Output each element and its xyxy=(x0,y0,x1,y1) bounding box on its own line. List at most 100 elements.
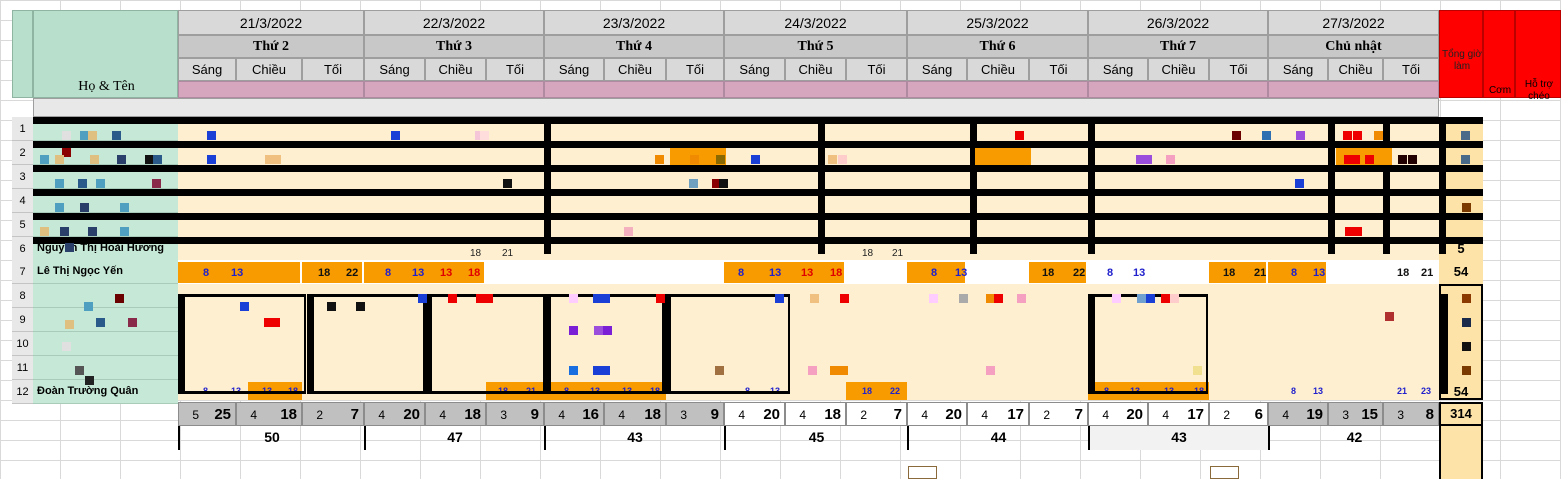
day-date-cell[interactable]: 23/3/2022 xyxy=(544,10,724,35)
row-number[interactable]: 5 xyxy=(12,213,33,237)
day-total-cell[interactable]: 43 xyxy=(1088,426,1268,450)
color-marker xyxy=(601,366,610,375)
row7-hour-value: 13 xyxy=(955,267,968,279)
employee-name-cell[interactable]: Đoàn Trường Quân xyxy=(33,380,178,404)
day-date-cell[interactable]: 26/3/2022 xyxy=(1088,10,1268,35)
shift-header-cell[interactable]: Tối xyxy=(302,58,364,81)
shift-header-cell[interactable]: Chiều xyxy=(1148,58,1209,81)
color-marker xyxy=(1161,294,1170,303)
row-number[interactable]: 3 xyxy=(12,165,33,189)
day-of-week-cell[interactable]: Thứ 2 xyxy=(178,35,364,58)
total-hours-header[interactable]: Tổng giờ làm xyxy=(1439,10,1483,98)
row-number[interactable]: 6 xyxy=(12,237,33,261)
shift-total-cell[interactable]: 3 15 xyxy=(1328,402,1383,426)
shift-header-cell[interactable]: Sáng xyxy=(364,58,425,81)
employee-name-cell[interactable] xyxy=(33,308,178,332)
shift-header-cell[interactable]: Sáng xyxy=(724,58,785,81)
shift-header-cell[interactable]: Tối xyxy=(846,58,907,81)
row-number[interactable]: 9 xyxy=(12,308,33,332)
shift-total-cell[interactable]: 4 19 xyxy=(1268,402,1328,426)
day-of-week-cell[interactable]: Thứ 6 xyxy=(907,35,1088,58)
shift-header-cell[interactable]: Tối xyxy=(486,58,544,81)
shift-header-cell[interactable]: Sáng xyxy=(1268,58,1328,81)
day-total-cell[interactable]: 47 xyxy=(364,426,544,450)
shift-header-cell[interactable]: Tối xyxy=(666,58,724,81)
shift-total-cell[interactable]: 4 20 xyxy=(364,402,425,426)
color-marker xyxy=(1146,294,1155,303)
day-of-week-cell[interactable]: Chủ nhật xyxy=(1268,35,1439,58)
shift-header-cell[interactable]: Chiều xyxy=(236,58,302,81)
pink-band xyxy=(1088,81,1268,98)
shift-total-cell[interactable]: 4 16 xyxy=(544,402,604,426)
day-date-cell[interactable]: 27/3/2022 xyxy=(1268,10,1439,35)
shift-header-cell[interactable]: Tối xyxy=(1029,58,1088,81)
day-total-cell[interactable]: 44 xyxy=(907,426,1088,450)
color-marker xyxy=(1365,155,1374,164)
shift-total-cell[interactable]: 4 18 xyxy=(604,402,666,426)
shift-header-cell[interactable]: Sáng xyxy=(544,58,604,81)
shift-header-cell[interactable]: Sáng xyxy=(907,58,967,81)
day-date-cell[interactable]: 25/3/2022 xyxy=(907,10,1088,35)
row-number[interactable]: 8 xyxy=(12,284,33,308)
shift-total-cell[interactable]: 4 18 xyxy=(785,402,846,426)
row-number[interactable]: 4 xyxy=(12,189,33,213)
day-date-cell[interactable]: 22/3/2022 xyxy=(364,10,544,35)
row-number[interactable]: 1 xyxy=(12,117,33,141)
shift-header-cell[interactable]: Sáng xyxy=(178,58,236,81)
shift-header-cell[interactable]: Chiều xyxy=(425,58,486,81)
shift-total-cell[interactable]: 4 20 xyxy=(907,402,967,426)
day-of-week-cell[interactable]: Thứ 5 xyxy=(724,35,907,58)
support-header[interactable]: Hỗ trợ chéo xyxy=(1515,10,1561,102)
shift-header-cell[interactable]: Chiều xyxy=(604,58,666,81)
color-marker xyxy=(115,294,124,303)
grand-total-cell[interactable]: 314 xyxy=(1439,402,1483,426)
shift-header-cell[interactable]: Chiều xyxy=(1328,58,1383,81)
day-total-cell[interactable]: 42 xyxy=(1268,426,1439,450)
employee-name-cell[interactable] xyxy=(33,332,178,356)
shift-header-cell[interactable]: Tối xyxy=(1209,58,1268,81)
color-marker xyxy=(207,155,216,164)
employee-name-cell[interactable]: Lê Thị Ngọc Yến xyxy=(33,260,178,284)
row-number[interactable]: 2 xyxy=(12,141,33,165)
row-number[interactable]: 11 xyxy=(12,356,33,380)
employee-name-cell[interactable] xyxy=(33,356,178,380)
color-marker xyxy=(271,318,280,327)
day-total-cell[interactable]: 50 xyxy=(178,426,364,450)
day-date-cell[interactable]: 21/3/2022 xyxy=(178,10,364,35)
row-number[interactable]: 12 xyxy=(12,380,33,404)
day-of-week-cell[interactable]: Thứ 3 xyxy=(364,35,544,58)
shift-hours: 7 xyxy=(350,406,359,423)
shift-header-cell[interactable]: Chiều xyxy=(785,58,846,81)
shift-total-cell[interactable]: 4 20 xyxy=(1088,402,1148,426)
rice-header[interactable]: Cơm xyxy=(1483,10,1515,98)
day-of-week-cell[interactable]: Thứ 4 xyxy=(544,35,724,58)
row6-hour-value: 18 xyxy=(862,248,874,259)
shift-header-cell[interactable]: Chiều xyxy=(967,58,1029,81)
shift-total-cell[interactable]: 4 17 xyxy=(967,402,1029,426)
shift-total-cell[interactable]: 5 25 xyxy=(178,402,236,426)
shift-total-cell[interactable]: 4 20 xyxy=(724,402,785,426)
shift-header-cell[interactable]: Tối xyxy=(1383,58,1439,81)
row-number[interactable]: 10 xyxy=(12,332,33,356)
shift-total-cell[interactable]: 4 18 xyxy=(425,402,486,426)
color-marker xyxy=(75,366,84,375)
day-date-cell[interactable]: 24/3/2022 xyxy=(724,10,907,35)
employee-name-cell[interactable] xyxy=(33,284,178,308)
row-number[interactable]: 7 xyxy=(12,260,33,284)
shift-header-cell[interactable]: Sáng xyxy=(1088,58,1148,81)
name-header-cell[interactable]: Họ & Tên xyxy=(33,10,178,98)
shift-total-cell[interactable]: 4 18 xyxy=(236,402,302,426)
row7-hour-value: 8 xyxy=(385,267,392,279)
day-total-cell[interactable]: 43 xyxy=(544,426,724,450)
day-of-week-cell[interactable]: Thứ 7 xyxy=(1088,35,1268,58)
shift-total-cell[interactable]: 4 17 xyxy=(1148,402,1209,426)
color-marker xyxy=(1344,155,1353,164)
day-total-cell[interactable]: 45 xyxy=(724,426,907,450)
